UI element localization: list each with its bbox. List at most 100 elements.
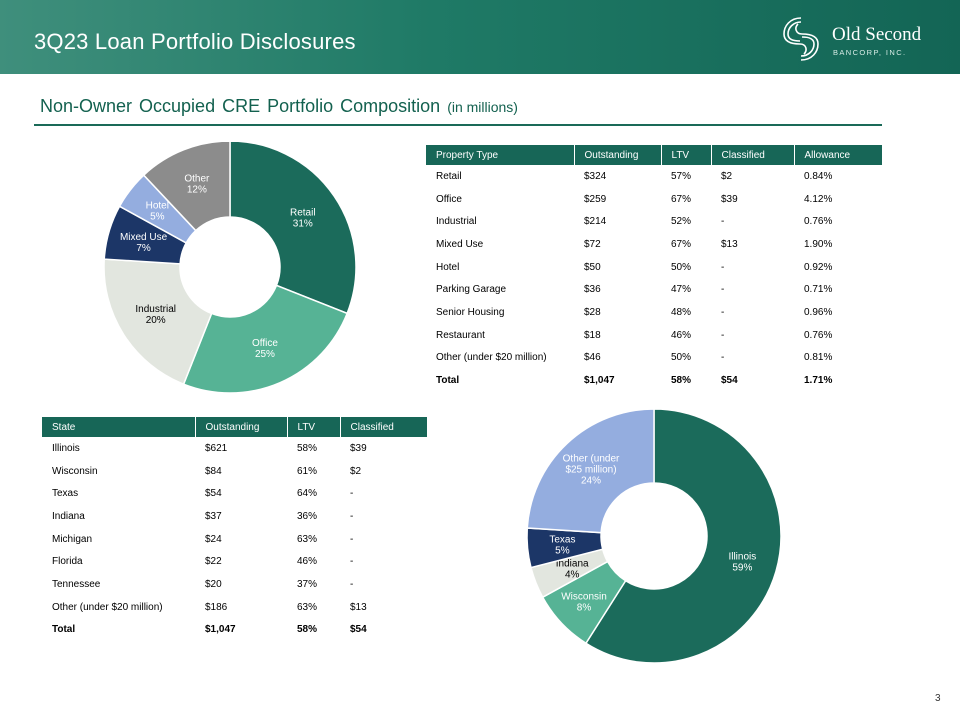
table-cell: Tennessee <box>52 578 101 590</box>
column-header: LTV <box>660 145 711 165</box>
slice-label-mixed-use: Mixed Use 7% <box>120 232 168 254</box>
table-cell: $324 <box>584 170 607 182</box>
table-cell: $28 <box>584 306 601 318</box>
table-cell: - <box>721 284 725 296</box>
slice-label-illinois: Illinois 59% <box>728 552 756 574</box>
table-cell: $2 <box>350 465 362 477</box>
table-cell: 64% <box>297 488 318 500</box>
company-logo: Old Second BANCORP, INC. <box>776 14 946 64</box>
table-cell: Indiana <box>52 510 85 522</box>
table-cell: 1.71% <box>804 375 833 387</box>
table-cell: Mixed Use <box>436 238 484 250</box>
table-cell: Wisconsin <box>52 465 98 477</box>
table-cell: 58% <box>297 442 318 454</box>
table-cell: 50% <box>671 352 692 364</box>
table-cell: - <box>350 510 354 522</box>
column-header: State <box>42 417 195 437</box>
table-cell: 52% <box>671 216 692 228</box>
table-cell: Other (under $20 million) <box>436 352 547 364</box>
table-cell: - <box>721 216 725 228</box>
table-cell: 0.84% <box>804 170 833 182</box>
section-title-text: Non-Owner Occupied CRE Portfolio Composi… <box>40 96 441 116</box>
table-cell: $39 <box>350 442 367 454</box>
slice-other <box>142 142 231 232</box>
table-cell: 46% <box>671 329 692 341</box>
table-cell: $22 <box>205 556 222 568</box>
table-cell: Hotel <box>436 261 460 273</box>
slice-retail <box>229 142 357 315</box>
table-cell: 0.81% <box>804 352 833 364</box>
table-cell: Texas <box>52 488 79 500</box>
slice-label-other: Other 12% <box>184 173 210 195</box>
column-header: Outstanding <box>194 417 287 437</box>
table-cell: - <box>721 352 725 364</box>
table-total-row: Total $1,047 58% $54 <box>42 619 427 642</box>
table-cell: - <box>350 556 354 568</box>
table-cell: $54 <box>721 375 738 387</box>
table-cell: 46% <box>297 556 318 568</box>
table-cell: 0.76% <box>804 216 833 228</box>
table-row: Senior Housing $28 48% - 0.96% <box>426 301 882 324</box>
table-cell: 57% <box>671 170 692 182</box>
table-cell: $24 <box>205 533 222 545</box>
property-type-donut-chart: Retail 31% Office 25% Industrial 20% Mixed Use… <box>103 142 357 394</box>
table-cell: $186 <box>205 601 228 613</box>
table-cell: 0.92% <box>804 261 833 273</box>
table-cell: $13 <box>350 601 367 613</box>
table-row: Industrial $214 52% - 0.76% <box>426 210 882 233</box>
table-cell: $20 <box>205 578 222 590</box>
table-cell: Restaurant <box>436 329 485 341</box>
table-cell: Other (under $20 million) <box>52 601 163 613</box>
table-cell: 0.71% <box>804 284 833 296</box>
table-row: Office $259 67% $39 4.12% <box>426 188 882 211</box>
table-cell: Retail <box>436 170 462 182</box>
slice-label-indiana: Indiana 4% <box>556 558 589 580</box>
column-header: Classified <box>339 417 427 437</box>
table-cell: 1.90% <box>804 238 833 250</box>
table-cell: Senior Housing <box>436 306 505 318</box>
table-cell: - <box>350 533 354 545</box>
table-cell: - <box>721 261 725 273</box>
slice-label-retail: Retail 31% <box>290 208 316 230</box>
state-table: State Outstanding LTV Classified Illinoi… <box>42 417 427 641</box>
table-cell: 67% <box>671 193 692 205</box>
header-bar: 3Q23 Loan Portfolio Disclosures Old Seco… <box>0 0 960 74</box>
logo-subtitle: BANCORP, INC. <box>833 48 907 57</box>
table-row: Tennessee $20 37% - <box>42 573 427 596</box>
table-cell: $72 <box>584 238 601 250</box>
table-cell: - <box>350 488 354 500</box>
logo-mark-icon <box>783 17 819 61</box>
table-cell: $54 <box>205 488 222 500</box>
column-header: Classified <box>710 145 794 165</box>
table-cell: 0.76% <box>804 329 833 341</box>
table-row: Illinois $621 58% $39 <box>42 437 427 460</box>
table-cell: Industrial <box>436 216 477 228</box>
table-cell: 58% <box>671 375 692 387</box>
table-row: Mixed Use $72 67% $13 1.90% <box>426 233 882 256</box>
slice-office <box>182 284 349 394</box>
table-cell: 63% <box>297 601 318 613</box>
section-title: Non-Owner Occupied CRE Portfolio Composi… <box>40 96 518 117</box>
table-cell: 63% <box>297 533 318 545</box>
table-cell: Michigan <box>52 533 93 545</box>
table-cell: - <box>350 578 354 590</box>
table-cell: Parking Garage <box>436 284 507 296</box>
page-title: 3Q23 Loan Portfolio Disclosures <box>34 29 356 54</box>
slice-label-industrial: Industrial 20% <box>135 304 176 326</box>
column-header: LTV <box>286 417 340 437</box>
table-cell: $18 <box>584 329 601 341</box>
table-cell: $1,047 <box>205 624 236 636</box>
column-header: Allowance <box>793 145 882 165</box>
table-cell: $214 <box>584 216 607 228</box>
table-cell: - <box>721 306 725 318</box>
table-total-row: Total $1,047 58% $54 1.71% <box>426 369 882 392</box>
table-row: Other (under $20 million) $186 63% $13 <box>42 596 427 619</box>
table-cell: 61% <box>297 465 318 477</box>
column-header: Outstanding <box>573 145 661 165</box>
table-row: Texas $54 64% - <box>42 482 427 505</box>
table-cell: $46 <box>584 352 601 364</box>
slice-label-texas: Texas 5% <box>549 535 575 557</box>
table-header-row: Property Type Outstanding LTV Classified… <box>426 145 882 165</box>
table-cell: 47% <box>671 284 692 296</box>
table-cell: 50% <box>671 261 692 273</box>
